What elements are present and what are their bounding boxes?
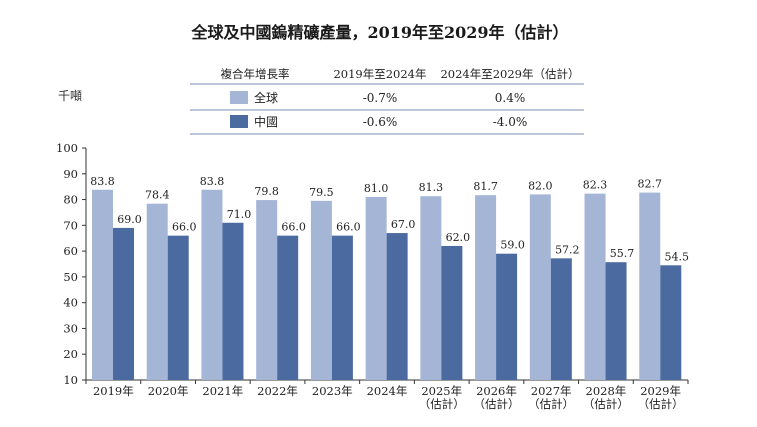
bar-global — [146, 203, 168, 380]
chart-title: 全球及中國鎢精礦產量，2019年至2029年（估計） — [190, 23, 568, 42]
data-label: 83.8 — [90, 175, 115, 188]
x-tick-label: 2027年 — [531, 384, 572, 398]
bar-global — [92, 189, 113, 380]
y-tick-label: 30 — [63, 321, 78, 335]
data-label: 59.0 — [500, 239, 525, 252]
legend-swatch-global — [230, 91, 248, 104]
data-label: 82.7 — [638, 178, 663, 191]
legend-label: 中國 — [254, 114, 278, 129]
bar-global — [256, 200, 278, 380]
data-label: 81.0 — [364, 182, 389, 195]
table-header: 2019年至2024年 — [333, 67, 426, 81]
bar-global — [475, 195, 497, 380]
bar-china — [605, 262, 627, 380]
bar-global — [639, 192, 661, 380]
x-tick-label: 2026年 — [476, 384, 517, 398]
data-label: 69.0 — [117, 213, 142, 226]
data-label: 67.0 — [391, 218, 416, 231]
y-tick-label: 60 — [63, 244, 78, 258]
bar-china — [550, 258, 572, 380]
legend-swatch-china — [230, 115, 248, 128]
data-label: 83.8 — [200, 175, 225, 188]
data-label: 82.0 — [528, 179, 553, 192]
table-header: 複合年增長率 — [221, 67, 290, 81]
data-label: 79.5 — [309, 186, 334, 199]
x-tick-label: 2025年 — [421, 384, 462, 398]
bar-china — [496, 253, 518, 380]
bar-china — [167, 235, 189, 380]
data-label: 66.0 — [172, 221, 197, 234]
x-tick-label: 2022年 — [257, 384, 298, 398]
x-tick-label: 2020年 — [148, 384, 189, 398]
y-tick-label: 100 — [56, 141, 78, 155]
y-tick-label: 40 — [63, 296, 78, 310]
y-tick-label: 50 — [63, 270, 78, 284]
data-label: 78.4 — [145, 189, 170, 202]
data-label: 66.0 — [336, 221, 361, 234]
cagr-value: -4.0% — [493, 115, 528, 129]
cagr-value: 0.4% — [495, 91, 526, 105]
table-header: 2024年至2029年（估計） — [440, 67, 579, 81]
bar-global — [201, 189, 223, 380]
data-label: 54.5 — [665, 250, 690, 263]
cagr-value: -0.6% — [363, 115, 398, 129]
legend-table: 複合年增長率 2019年至2024年 2024年至2029年（估計） 全球 -0.7% 0… — [190, 67, 584, 135]
legend-label: 全球 — [254, 90, 278, 105]
data-label: 81.3 — [419, 181, 444, 194]
bar-china — [660, 265, 682, 380]
bars: 83.8 78.4 83.8 79.8 79.5 81.0 81.3 81.7 82.0 82.3… — [90, 175, 689, 380]
x-tick-label: （估計） — [583, 397, 629, 411]
data-label: 82.3 — [583, 179, 608, 192]
x-tick-label: （估計） — [528, 397, 574, 411]
bar-global — [420, 196, 442, 380]
x-axis: 2019年 2020年 2021年 2022年 2023年 2024年 2025年（估計）2… — [85, 379, 689, 411]
y-axis-unit: 千噸 — [58, 89, 82, 103]
x-tick-label: 2024年 — [367, 384, 408, 398]
data-label: 55.7 — [610, 247, 635, 260]
x-tick-label: （估計） — [419, 397, 465, 411]
y-tick-label: 10 — [63, 373, 78, 387]
y-tick-label: 70 — [63, 218, 78, 232]
bar-global — [365, 196, 387, 380]
bar-global — [310, 200, 332, 380]
x-tick-label: 2021年 — [202, 384, 243, 398]
bar-china — [222, 222, 244, 380]
x-tick-label: 2029年 — [640, 384, 681, 398]
bar-china — [331, 235, 353, 380]
bar-global — [584, 193, 606, 380]
bar-china — [386, 233, 408, 380]
x-tick-label: 2019年 — [93, 384, 134, 398]
x-tick-label: 2028年 — [586, 384, 627, 398]
y-tick-label: 80 — [63, 193, 78, 207]
bar-china — [277, 235, 299, 380]
data-label: 57.2 — [555, 243, 580, 256]
data-label: 79.8 — [254, 185, 279, 198]
x-tick-label: （估計） — [473, 397, 519, 411]
x-tick-label: 2023年 — [312, 384, 353, 398]
cagr-value: -0.7% — [363, 91, 398, 105]
y-axis: 10 20 30 40 50 60 70 80 90 100 — [56, 141, 87, 387]
data-label: 71.0 — [227, 208, 252, 221]
data-label: 81.7 — [473, 180, 498, 193]
x-tick-label: （估計） — [638, 397, 684, 411]
data-label: 62.0 — [446, 231, 471, 244]
bar-china — [441, 245, 463, 380]
y-tick-label: 20 — [63, 347, 78, 361]
data-label: 66.0 — [281, 221, 306, 234]
bar-china — [113, 227, 134, 380]
bar-global — [529, 194, 551, 380]
y-tick-label: 90 — [63, 167, 78, 181]
